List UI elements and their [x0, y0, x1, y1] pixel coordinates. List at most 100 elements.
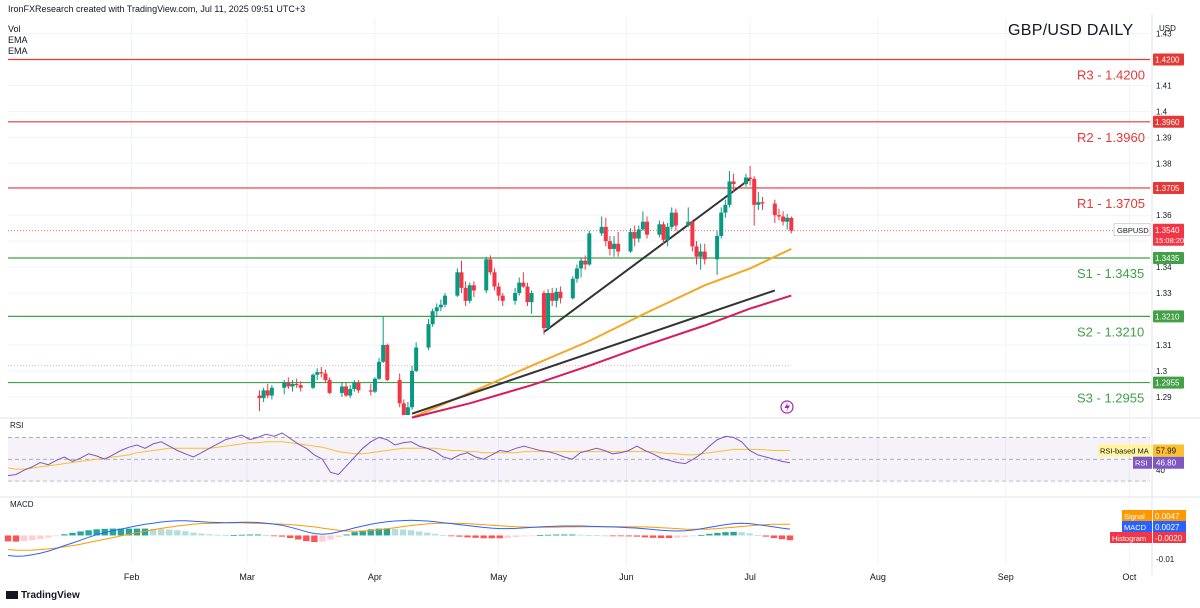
candle — [574, 264, 579, 283]
candle-body — [385, 344, 390, 380]
candle-body — [311, 374, 316, 388]
candle-body — [657, 224, 662, 235]
candle-body — [616, 243, 621, 252]
macd-histogram-bar — [520, 535, 528, 537]
candle — [665, 222, 670, 247]
candle-body — [414, 347, 419, 371]
indicator-label-ema-1[interactable]: EMA — [8, 35, 28, 45]
candle-body — [723, 204, 728, 213]
level-tag-s1 — [1153, 252, 1184, 265]
macd-histogram-bar — [665, 535, 673, 539]
candle — [632, 225, 637, 247]
macd-histogram-bar — [149, 528, 157, 536]
price-tick-label: 1.29 — [1156, 393, 1172, 402]
macd-histogram-bar — [375, 528, 383, 536]
candle-body — [459, 272, 464, 288]
ema-fast-line — [411, 247, 792, 419]
candle — [339, 382, 344, 397]
candle — [546, 289, 551, 330]
candle — [500, 293, 505, 307]
macd-histogram-bar — [351, 532, 358, 536]
macd-histogram-bar — [690, 535, 697, 537]
macd-value-tag — [1153, 510, 1186, 521]
candle-body — [554, 291, 559, 301]
candle — [286, 377, 291, 390]
candle-body — [471, 285, 476, 291]
candle — [410, 365, 415, 410]
candle — [261, 387, 266, 403]
macd-histogram-bar — [270, 535, 278, 537]
tradingview-logo-label: TradingView — [21, 590, 80, 601]
candle-body — [405, 407, 410, 415]
candle — [554, 287, 559, 308]
macd-histogram-bar — [359, 530, 366, 536]
candlesticks — [257, 165, 794, 415]
macd-name-tag — [1122, 510, 1152, 521]
time-axis: Feb Mar Apr May Jun Jul Aug Sep Oct — [124, 572, 1137, 582]
candle — [760, 197, 765, 211]
candle-body — [715, 235, 720, 260]
macd-histogram-bar — [53, 535, 60, 537]
candle-body — [698, 251, 703, 257]
rsi-name-tag — [1133, 456, 1152, 469]
candle — [405, 402, 410, 415]
macd-histogram-bar — [746, 533, 753, 536]
candle-body — [496, 286, 501, 296]
candle-body — [397, 379, 402, 404]
level-tag-label: 1.3960 — [1155, 118, 1180, 127]
macd-histogram-bar — [770, 535, 778, 539]
candle — [269, 385, 274, 400]
indicator-label-ema-2[interactable]: EMA — [8, 46, 28, 56]
macd-histogram-bar — [85, 530, 92, 536]
candle — [352, 379, 357, 392]
current-price-label: 1.3540 — [1155, 226, 1180, 235]
candle — [661, 221, 666, 244]
candle — [558, 286, 563, 304]
macd-histogram-bar — [706, 533, 713, 536]
level-tag-s3 — [1153, 376, 1184, 389]
macd-histogram-bar — [544, 534, 552, 536]
candle — [529, 290, 534, 314]
candle-body — [488, 259, 493, 273]
macd-tick-label: -0.01 — [1156, 555, 1175, 564]
candle-body — [455, 272, 460, 296]
macd-histogram-bar — [174, 530, 181, 536]
macd-histogram-bar — [472, 535, 479, 538]
level-label-s3: S3 - 1.2955 — [1077, 391, 1144, 406]
time-tick-label: May — [490, 572, 508, 582]
rsi-pane-title[interactable]: RSI — [10, 421, 23, 430]
candle-body — [743, 177, 748, 185]
candle — [789, 216, 794, 234]
macd-histogram-bar — [609, 535, 616, 537]
macd-histogram-bar — [698, 534, 705, 536]
time-tick-label: Sep — [998, 572, 1014, 582]
time-tick-label: Mar — [239, 572, 255, 582]
candle-body — [558, 291, 563, 299]
candle — [430, 308, 435, 327]
support-resistance-levels: R3 - 1.4200 R2 - 1.3960 R1 - 1.3705 S1 - 1.… — [8, 58, 1150, 406]
macd-pane-title[interactable]: MACD — [10, 500, 34, 509]
trendline-2[interactable] — [411, 289, 776, 415]
candle — [327, 377, 332, 395]
candle-body — [463, 287, 468, 301]
indicator-label-vol[interactable]: Vol — [8, 24, 21, 34]
macd-histogram-bar — [254, 534, 262, 536]
trendline-1[interactable] — [543, 178, 751, 333]
price-tag — [1153, 223, 1184, 246]
candle — [694, 241, 699, 265]
axis-unit-label[interactable]: USD — [1159, 24, 1176, 33]
rsi-name: RSI — [1135, 459, 1148, 468]
candle — [397, 373, 402, 408]
macd-line — [7, 519, 791, 557]
alert-icon[interactable] — [780, 400, 794, 414]
macd-histogram-bar — [786, 535, 794, 541]
rsi-line — [7, 432, 791, 477]
candle — [525, 282, 530, 307]
macd-histogram-bar — [649, 535, 657, 538]
candle — [434, 303, 439, 317]
price-tick-label: 1.34 — [1156, 263, 1172, 272]
macd-histogram-bar — [391, 528, 399, 536]
candle-body — [550, 293, 555, 301]
rsi-value-tag — [1153, 456, 1184, 469]
macd-histogram-bar — [125, 528, 133, 536]
